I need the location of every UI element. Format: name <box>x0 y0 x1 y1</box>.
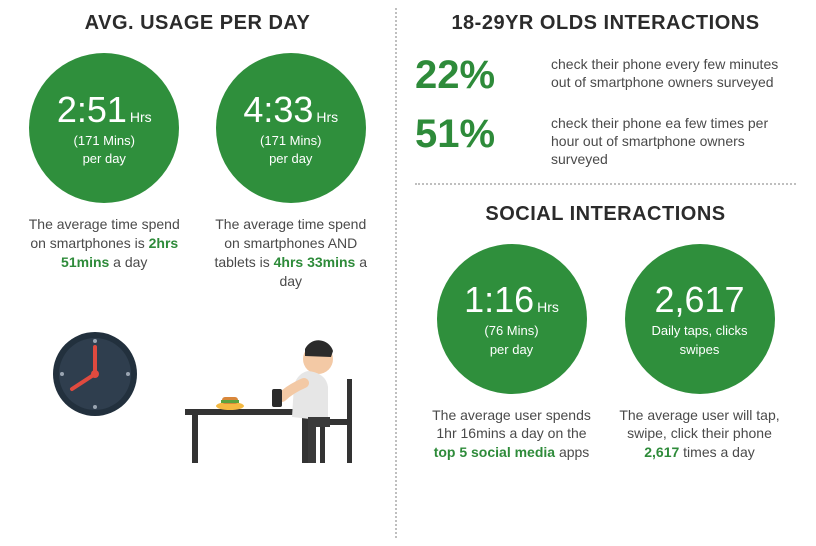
pct-2-desc: check their phone ea few times per hour … <box>551 112 796 169</box>
social-2-caption: The average user will tap, swipe, click … <box>615 406 785 463</box>
usage-1-sub1: (171 Mins) <box>74 133 135 149</box>
right-panel: 18-29YR OLDS INTERACTIONS 22% check thei… <box>395 0 816 546</box>
clock-icon <box>53 332 137 416</box>
social-2-sub2: swipes <box>680 342 720 358</box>
pct-1-value: 22% <box>415 53 535 98</box>
social-1-unit: Hrs <box>537 299 559 315</box>
social-1-value: 1:16 <box>464 279 534 321</box>
pct-row-2: 51% check their phone ea few times per h… <box>415 112 796 169</box>
right-bottom-title: SOCIAL INTERACTIONS <box>415 203 796 226</box>
usage-1-value: 2:51 <box>57 89 127 131</box>
pct-row-1: 22% check their phone every few minutes … <box>415 53 796 98</box>
illustration <box>20 319 375 469</box>
usage-circle-1: 2:51 Hrs (171 Mins) per day <box>29 53 179 203</box>
social-circle-1: 1:16 Hrs (76 Mins) per day <box>437 244 587 394</box>
usage-2-unit: Hrs <box>316 109 338 125</box>
usage-2-sub1: (171 Mins) <box>260 133 321 149</box>
social-block-2: 2,617 Daily taps, clicks swipes The aver… <box>615 244 785 463</box>
usage-2-sub2: per day <box>269 151 312 167</box>
social-2-value: 2,617 <box>654 279 744 321</box>
social-1-sub2: per day <box>490 342 533 358</box>
horizontal-divider <box>415 183 796 185</box>
social-1-sub1: (76 Mins) <box>484 323 538 339</box>
social-block-1: 1:16 Hrs (76 Mins) per day The average u… <box>427 244 597 463</box>
usage-1-sub2: per day <box>83 151 126 167</box>
usage-1-caption: The average time spend on smartphones is… <box>20 215 189 272</box>
left-panel: AVG. USAGE PER DAY 2:51 Hrs (171 Mins) p… <box>0 0 395 546</box>
usage-2-value: 4:33 <box>243 89 313 131</box>
vertical-divider <box>395 8 397 538</box>
social-1-caption: The average user spends 1hr 16mins a day… <box>427 406 597 463</box>
illustration-svg <box>20 319 380 469</box>
left-title: AVG. USAGE PER DAY <box>20 12 375 35</box>
social-circle-2: 2,617 Daily taps, clicks swipes <box>625 244 775 394</box>
usage-block-2: 4:33 Hrs (171 Mins) per day The average … <box>207 53 376 291</box>
usage-1-unit: Hrs <box>130 109 152 125</box>
social-circles-row: 1:16 Hrs (76 Mins) per day The average u… <box>415 244 796 463</box>
usage-block-1: 2:51 Hrs (171 Mins) per day The average … <box>20 53 189 291</box>
right-top-title: 18-29YR OLDS INTERACTIONS <box>415 12 796 35</box>
pct-2-value: 51% <box>415 112 535 157</box>
social-2-sub1: Daily taps, clicks <box>651 323 747 339</box>
pct-1-desc: check their phone every few minutes out … <box>551 53 796 91</box>
usage-circle-2: 4:33 Hrs (171 Mins) per day <box>216 53 366 203</box>
usage-circles-row: 2:51 Hrs (171 Mins) per day The average … <box>20 53 375 291</box>
usage-2-caption: The average time spend on smartphones AN… <box>207 215 376 291</box>
